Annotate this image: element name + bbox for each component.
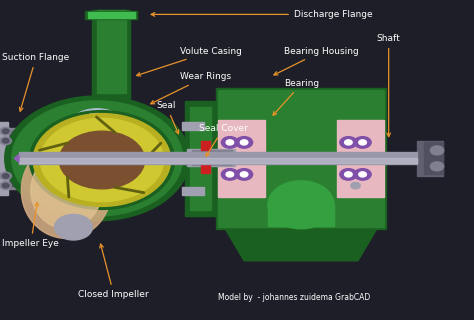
Bar bbox=[192, 150, 232, 165]
Circle shape bbox=[2, 183, 9, 188]
Circle shape bbox=[345, 140, 352, 145]
Circle shape bbox=[354, 137, 371, 148]
Bar bbox=[85, 11, 137, 19]
Circle shape bbox=[12, 101, 182, 216]
Circle shape bbox=[221, 137, 238, 148]
Text: Impeller Eye: Impeller Eye bbox=[2, 203, 59, 248]
Circle shape bbox=[345, 172, 352, 177]
Circle shape bbox=[359, 140, 366, 145]
Bar bbox=[97, 10, 126, 93]
Circle shape bbox=[359, 172, 366, 177]
Circle shape bbox=[40, 118, 164, 202]
Circle shape bbox=[221, 169, 238, 180]
Bar bbox=[182, 122, 204, 130]
Circle shape bbox=[85, 149, 118, 171]
Circle shape bbox=[226, 140, 234, 145]
Circle shape bbox=[55, 214, 92, 240]
Bar bbox=[0, 131, 21, 186]
Bar bbox=[92, 10, 130, 99]
Circle shape bbox=[354, 169, 371, 180]
Circle shape bbox=[2, 139, 9, 143]
Ellipse shape bbox=[31, 152, 102, 229]
Circle shape bbox=[0, 137, 11, 145]
Circle shape bbox=[240, 172, 248, 177]
Circle shape bbox=[430, 146, 444, 155]
Text: Discharge Flange: Discharge Flange bbox=[151, 10, 373, 19]
Circle shape bbox=[236, 169, 253, 180]
Text: Bearing Housing: Bearing Housing bbox=[274, 47, 359, 75]
Bar bbox=[337, 120, 384, 197]
Polygon shape bbox=[14, 155, 19, 162]
Polygon shape bbox=[36, 117, 158, 158]
Text: Closed Impeller: Closed Impeller bbox=[79, 244, 149, 299]
Bar bbox=[185, 101, 216, 216]
Bar bbox=[218, 120, 265, 197]
Bar bbox=[201, 141, 210, 150]
Circle shape bbox=[2, 174, 9, 178]
Ellipse shape bbox=[21, 142, 111, 238]
Circle shape bbox=[430, 162, 444, 171]
Bar bbox=[0, 128, 24, 189]
Circle shape bbox=[0, 182, 11, 189]
Text: Seal Cover: Seal Cover bbox=[199, 124, 248, 156]
Bar bbox=[190, 107, 211, 210]
Circle shape bbox=[340, 169, 357, 180]
Circle shape bbox=[226, 172, 234, 177]
Text: Volute Casing: Volute Casing bbox=[137, 47, 242, 76]
Bar bbox=[216, 88, 386, 229]
Bar bbox=[268, 205, 334, 226]
Bar bbox=[0, 122, 8, 195]
Circle shape bbox=[59, 131, 145, 189]
Circle shape bbox=[340, 137, 357, 148]
Bar bbox=[19, 152, 417, 164]
Circle shape bbox=[0, 172, 11, 180]
Bar bbox=[88, 12, 135, 18]
Circle shape bbox=[351, 182, 360, 189]
Bar bbox=[424, 142, 443, 174]
Polygon shape bbox=[225, 229, 377, 261]
Circle shape bbox=[33, 114, 171, 206]
Text: Bearing: Bearing bbox=[273, 79, 319, 115]
Circle shape bbox=[0, 127, 11, 135]
Circle shape bbox=[66, 109, 128, 150]
Bar bbox=[187, 149, 235, 166]
Circle shape bbox=[73, 114, 121, 146]
Circle shape bbox=[5, 96, 190, 221]
Bar bbox=[417, 141, 443, 176]
Text: Model by  - johannes zuidema GrabCAD: Model by - johannes zuidema GrabCAD bbox=[218, 293, 370, 302]
Circle shape bbox=[236, 137, 253, 148]
Circle shape bbox=[2, 129, 9, 133]
Bar bbox=[201, 163, 210, 173]
Text: Seal: Seal bbox=[156, 101, 179, 134]
Text: Suction Flange: Suction Flange bbox=[2, 53, 70, 111]
Ellipse shape bbox=[268, 181, 334, 229]
Text: Shaft: Shaft bbox=[377, 34, 401, 137]
Circle shape bbox=[240, 140, 248, 145]
Bar bbox=[218, 90, 384, 227]
Bar bbox=[182, 187, 204, 195]
Text: Wear Rings: Wear Rings bbox=[151, 72, 231, 104]
Bar bbox=[19, 158, 417, 163]
